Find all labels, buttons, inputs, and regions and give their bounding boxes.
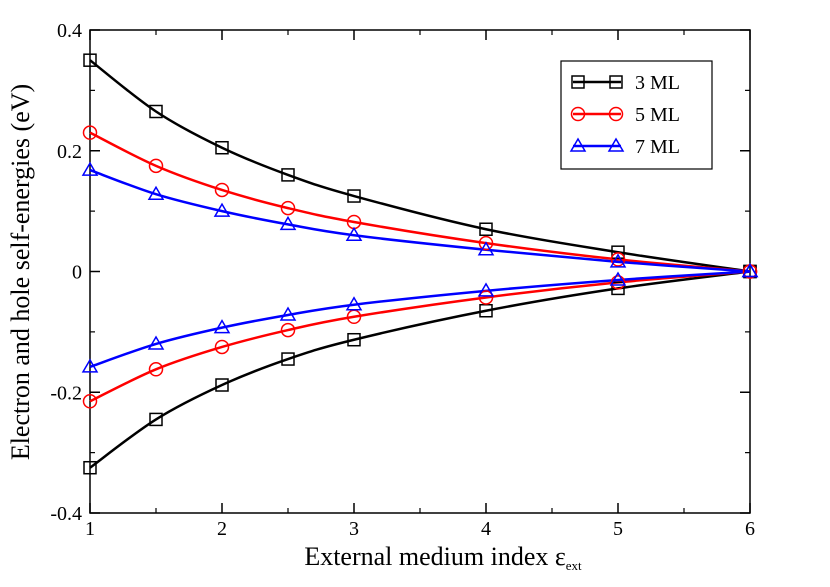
- legend-label: 7 ML: [635, 136, 680, 158]
- series-line-7-ml-hole: [89, 270, 751, 369]
- x-axis-title: External medium index εext: [304, 542, 582, 573]
- x-tick-label: 4: [481, 518, 491, 540]
- data-point-3-ml-electron: [149, 104, 163, 119]
- data-point-7-ml-hole: [279, 306, 297, 321]
- legend-label: 5 ML: [635, 104, 680, 126]
- x-tick-label: 3: [349, 518, 359, 540]
- data-point-5-ml-hole: [478, 290, 494, 305]
- data-point-7-ml-electron: [345, 226, 363, 242]
- data-point-7-ml-hole: [741, 263, 759, 278]
- series-line-3-ml-hole: [89, 270, 751, 469]
- series-line-5-ml-electron: [89, 131, 751, 273]
- data-point-5-ml-electron: [478, 235, 494, 251]
- data-point-5-ml-hole: [214, 339, 230, 355]
- x-tick-label: 5: [613, 518, 623, 540]
- legend-marker: [571, 75, 585, 89]
- series-group: [81, 53, 759, 475]
- data-point-5-ml-hole: [280, 322, 296, 338]
- data-point-3-ml-hole: [83, 460, 97, 475]
- data-point-5-ml-hole: [82, 394, 98, 409]
- data-point-7-ml-electron: [147, 185, 165, 200]
- y-tick-label: 0.4: [57, 20, 82, 42]
- legend-label: 3 ML: [635, 72, 680, 94]
- data-point-3-ml-electron: [479, 222, 493, 236]
- y-tick-label: 0.2: [57, 141, 82, 163]
- data-point-7-ml-hole: [147, 335, 165, 350]
- data-point-5-ml-electron: [82, 125, 98, 140]
- x-tick-label: 1: [85, 518, 95, 540]
- data-point-3-ml-hole: [215, 378, 229, 392]
- data-point-3-ml-electron: [281, 168, 295, 182]
- data-point-5-ml-electron: [214, 182, 230, 198]
- data-point-7-ml-hole: [345, 296, 363, 311]
- data-point-3-ml-hole: [479, 303, 493, 318]
- data-point-7-ml-electron: [81, 161, 99, 176]
- data-point-7-ml-hole: [477, 282, 495, 297]
- data-point-7-ml-electron: [279, 215, 297, 231]
- data-point-7-ml-electron: [609, 253, 627, 268]
- data-point-7-ml-hole: [81, 358, 99, 373]
- y-axis-title: Electron and hole self-energies (eV): [6, 84, 35, 460]
- data-point-5-ml-hole: [610, 275, 626, 290]
- legend-marker: [607, 137, 625, 152]
- legend-marker: [570, 106, 586, 122]
- data-point-7-ml-hole: [609, 271, 627, 286]
- data-point-3-ml-hole: [281, 352, 295, 366]
- data-point-7-ml-electron: [213, 202, 231, 217]
- series-line-7-ml-electron: [89, 168, 751, 273]
- y-tick-label: -0.4: [50, 503, 82, 525]
- legend-marker: [569, 137, 587, 152]
- data-point-3-ml-hole: [149, 412, 163, 427]
- legend-marker: [609, 75, 623, 89]
- legend: 3 ML 5 ML 7 ML: [560, 60, 713, 170]
- legend-marker: [608, 106, 624, 122]
- data-point-3-ml-electron: [611, 245, 625, 259]
- y-tick-label: 0: [72, 262, 82, 284]
- data-point-7-ml-hole: [213, 319, 231, 334]
- data-point-7-ml-electron: [477, 241, 495, 256]
- data-point-3-ml-hole: [347, 332, 361, 347]
- y-tick-label: -0.2: [50, 382, 82, 404]
- series-line-3-ml-electron: [89, 59, 751, 273]
- data-point-3-ml-hole: [611, 281, 625, 296]
- data-point-5-ml-hole: [148, 362, 164, 377]
- data-point-5-ml-electron: [610, 252, 626, 267]
- x-tick-label: 2: [217, 518, 227, 540]
- x-tick-label: 6: [745, 518, 755, 540]
- data-point-3-ml-electron: [83, 53, 97, 67]
- data-point-5-ml-electron: [280, 200, 296, 216]
- data-point-3-ml-electron: [347, 189, 361, 203]
- data-point-5-ml-electron: [148, 158, 164, 174]
- data-point-3-ml-electron: [215, 140, 229, 155]
